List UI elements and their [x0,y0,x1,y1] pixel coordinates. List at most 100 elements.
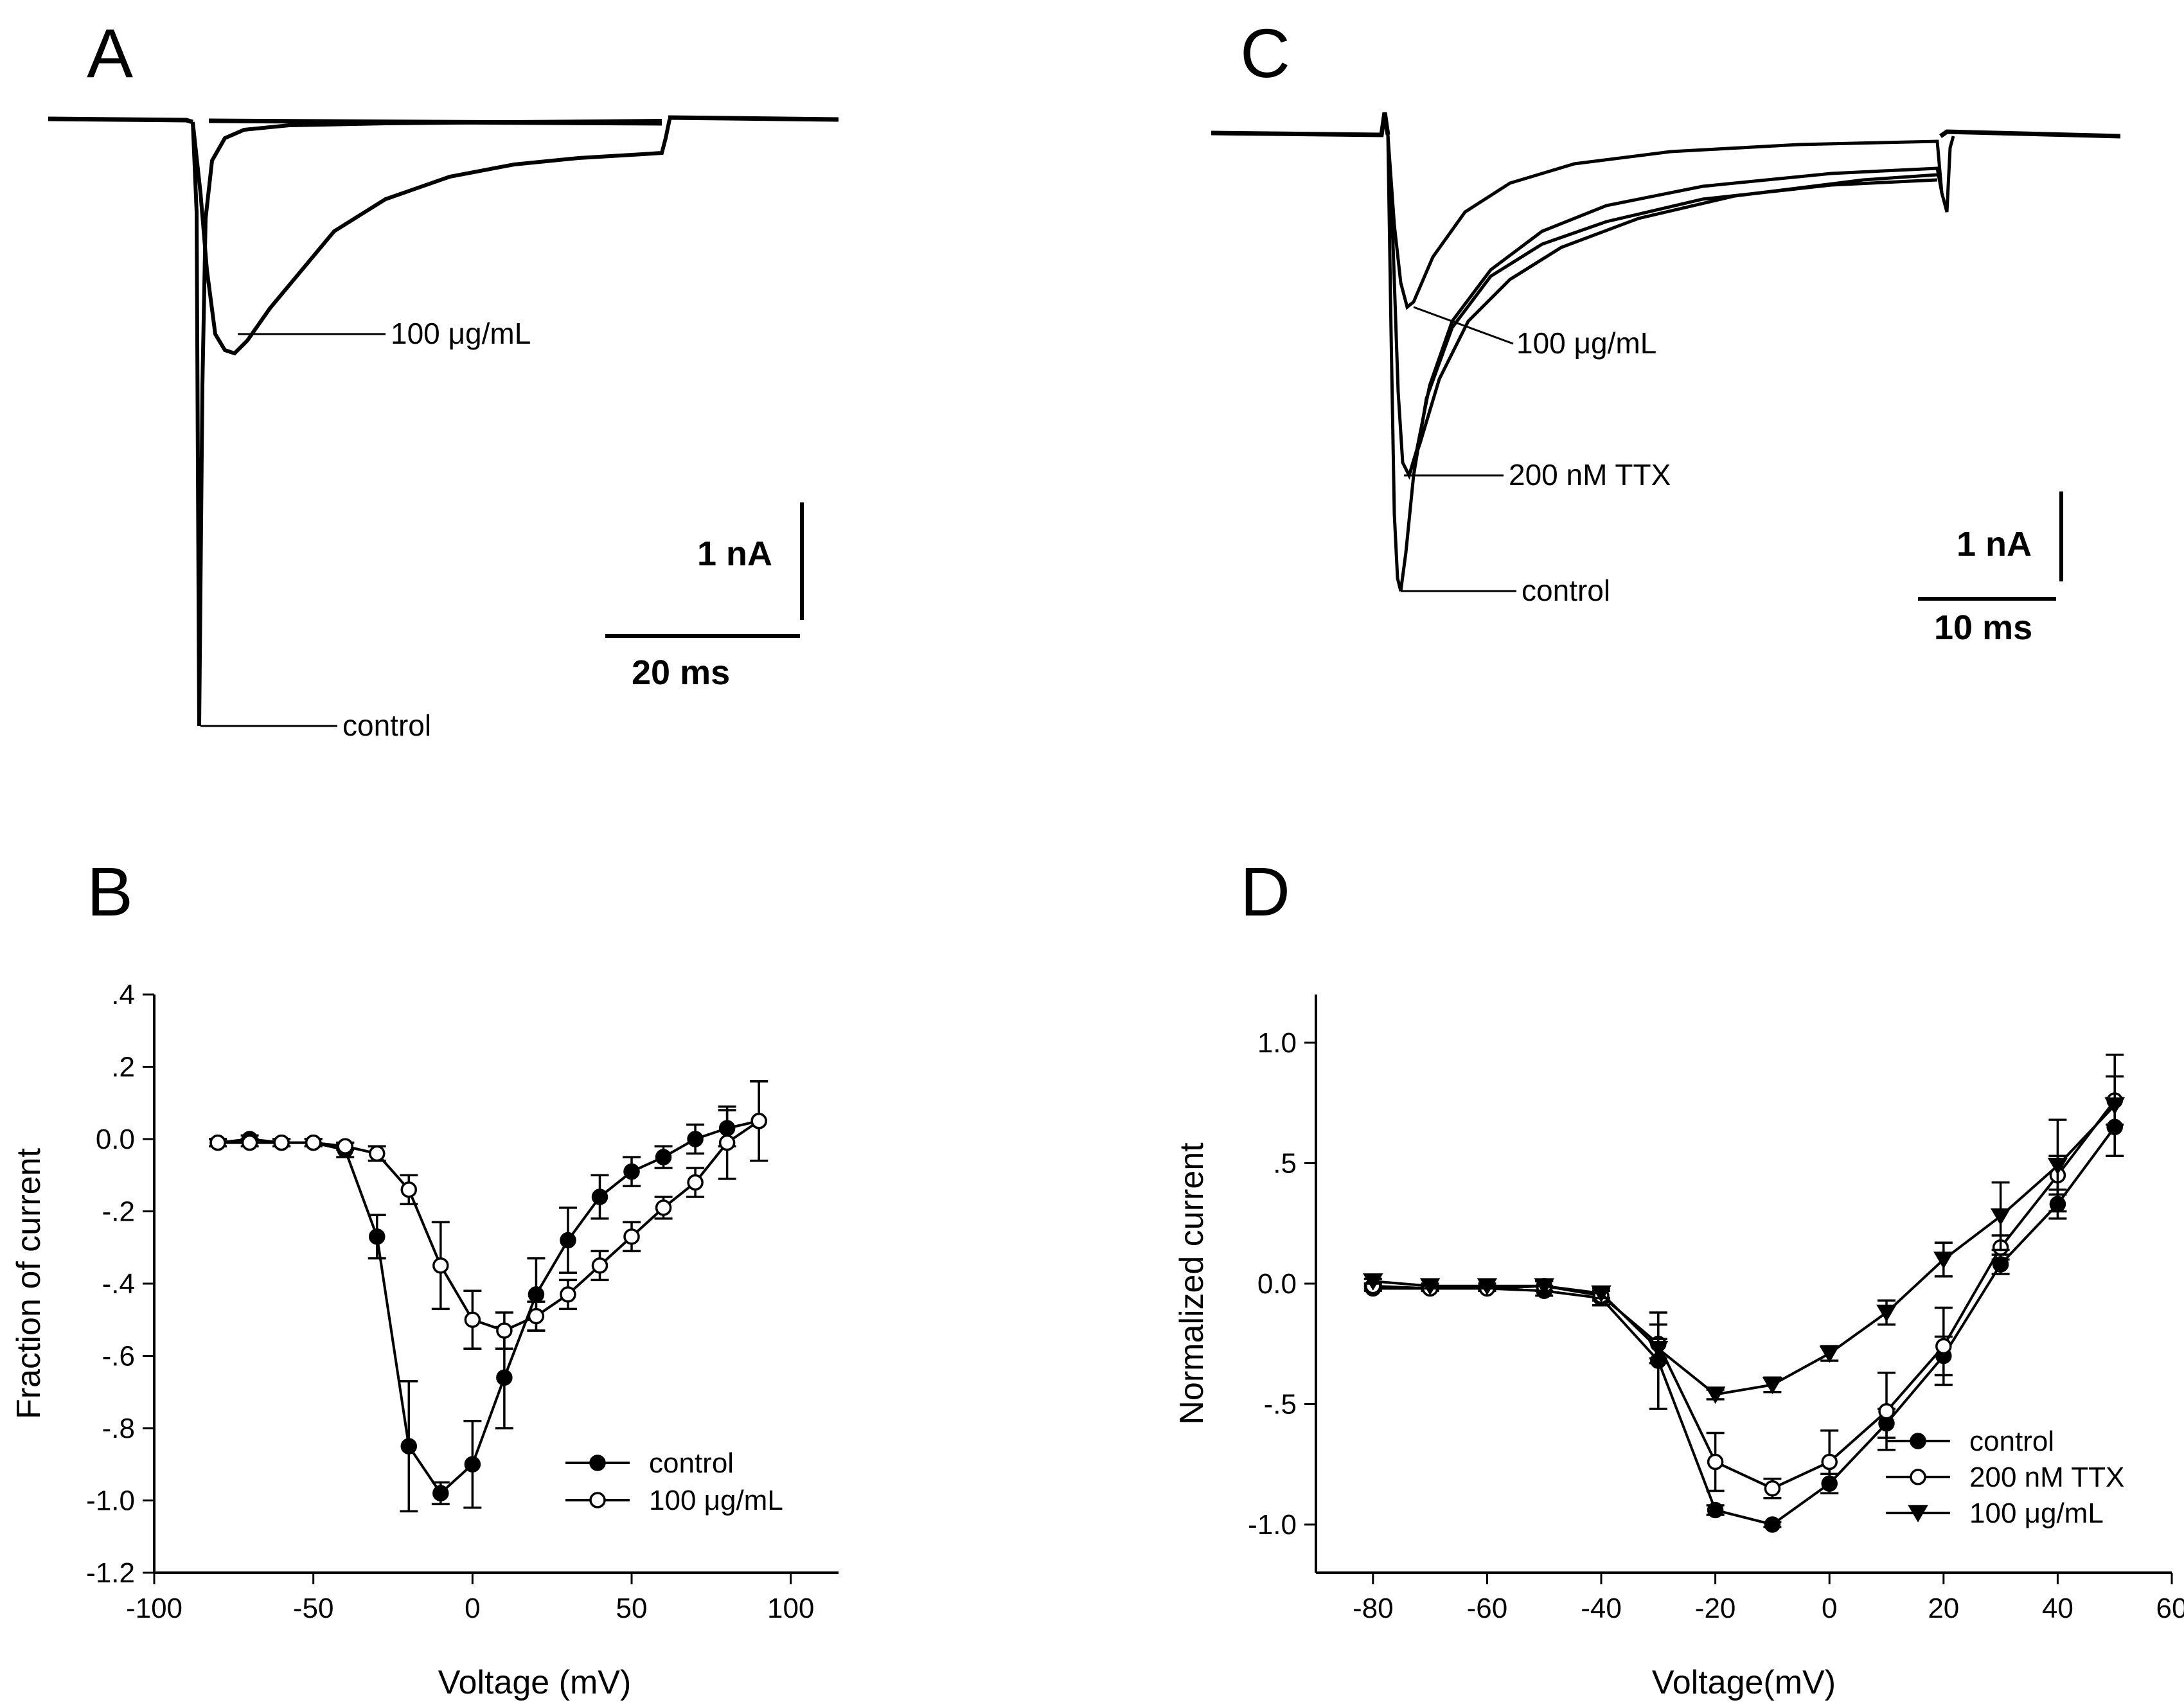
chart-b-xtick-label: -50 [293,1593,334,1624]
trace-label-a-drug: 100 μg/mL [391,317,531,350]
panel-letter-a: A [87,14,133,92]
chart-d-data-point [2047,1158,2068,1175]
chart-d-data-point [1648,1341,1669,1358]
chart-b-xtick-label: -100 [126,1593,182,1624]
trace-label-c-ttx: 200 nM TTX [1509,458,1671,491]
label-line-c-drug [1413,306,1514,345]
chart-d-xlabel: Voltage(mV) [1652,1664,1836,1701]
chart-b-data-point [432,1257,449,1274]
chart-d-legend-label: 200 nM TTX [1969,1462,2124,1493]
chart-b-data-point [687,1131,704,1147]
chart-d-xtick-label: 0 [1822,1593,1837,1624]
chart-b-data-point [432,1485,449,1501]
chart-b-xtick-label: 0 [465,1593,480,1624]
chart-d-data-point [1707,1501,1724,1519]
trace-label-c-control: control [1522,574,1610,607]
chart-d-ytick-label: .5 [1273,1148,1297,1180]
chart-d-data-point [1534,1278,1554,1296]
chart-d-data-point [1707,1453,1724,1471]
chart-d-ytick-label: 0.0 [1257,1268,1297,1300]
chart-d-legend-label: control [1969,1426,2054,1457]
chart-d-series-line [1372,1099,2116,1490]
chart-b-data-point [337,1138,353,1154]
chart-d-data-point [1764,1516,1781,1533]
chart-d-data-point [1363,1273,1383,1291]
chart-b-data-point [496,1369,513,1386]
chart-b-data-point [560,1286,576,1303]
chart-d-data-point [1764,1480,1781,1497]
chart-d-data-point [1878,1403,1895,1420]
chart-b-legend-marker [589,1455,606,1471]
trace-label-c-drug: 100 μg/mL [1516,326,1656,360]
trace-c-control [1386,134,1938,592]
chart-b-data-point [623,1163,640,1180]
chart-b-ytick-label: 0.0 [96,1124,135,1155]
chart-b-ytick-label: -.8 [102,1413,135,1444]
trace-a-drug [191,119,671,356]
trace-c-drug [1386,134,1955,310]
chart-d-ytick-label: -.5 [1264,1389,1297,1420]
chart-d-data-point [1935,1338,1952,1355]
chart-d-data-point [2104,1097,2125,1115]
chart-b-series-1 [209,1080,768,1350]
chart-b-data-point [560,1232,576,1249]
trace-c-baseline [1211,112,2121,139]
chart-d-legend-marker [1910,1469,1926,1485]
scalebar-c-time-label: 10 ms [1934,608,2032,647]
chart-d-xtick-label: 60 [2156,1593,2184,1624]
panel-c-traces: 100 μg/mL 200 nM TTX control 1 nA 10 ms [1211,112,2121,647]
chart-b-data-point [528,1307,545,1325]
panel-letter-d: D [1240,853,1290,930]
scalebar-a-time-label: 20 ms [632,653,730,692]
chart-d-legend-marker [1908,1505,1928,1523]
chart-d-data-point [1876,1304,1897,1322]
chart-d-legend-label: 100 μg/mL [1969,1498,2104,1529]
chart-b-data-point [655,1199,672,1216]
chart-b-ytick-label: -.4 [102,1268,135,1300]
chart-d-data-point [1819,1345,1840,1363]
chart-d-data-point [1762,1377,1783,1395]
chart-b-xlabel: Voltage (mV) [438,1664,632,1701]
chart-b-legend-label: 100 μg/mL [649,1485,783,1516]
chart-b-data-point [368,1145,386,1162]
chart-b-data-point [400,1438,418,1455]
chart-d-series-2 [1363,1054,2125,1404]
chart-b-xtick-label: 100 [767,1593,814,1624]
panel-letter-b: B [87,853,133,930]
chart-d-xtick-label: -20 [1695,1593,1736,1624]
chart-b-data-point [305,1134,322,1151]
chart-b-data-point [687,1174,704,1191]
chart-d-xtick-label: -80 [1353,1593,1394,1624]
chart-b-data-point [209,1134,226,1151]
chart-b-data-point [591,1189,608,1205]
scalebar-a-current-label: 1 nA [697,535,772,573]
chart-b-ytick-label: -.2 [102,1196,135,1228]
panel-letter-c: C [1240,14,1290,92]
chart-d-data-point [1477,1278,1498,1296]
chart-d: -80 -60 -40 -20 0 20 40 60 1.0 .5 0.0 -.5 -1.0 Volta… [1173,995,2184,1701]
chart-b-ylabel: Fraction of current [10,1147,48,1419]
chart-b-data-point [241,1134,258,1151]
chart-b-data-point [496,1322,513,1339]
chart-b: -100 -50 0 50 100 .4 .2 0.0 -.2 -.4 -.6 -.8 -1.0 -1.2… [10,979,839,1701]
chart-b-ytick-label: -1.0 [86,1485,135,1517]
chart-b-data-point [464,1311,481,1328]
chart-b-data-point [273,1134,290,1151]
chart-d-data-point [1419,1278,1441,1296]
chart-b-data-point [591,1257,608,1274]
chart-d-xtick-label: -60 [1467,1593,1508,1624]
chart-d-series-line [1372,1104,2116,1396]
chart-d-data-point [1990,1208,2011,1226]
chart-b-ytick-label: .4 [111,979,135,1011]
trace-a-control [191,119,662,727]
chart-d-ytick-label: 1.0 [1257,1027,1297,1059]
panel-a-traces: 100 μg/mL control 1 nA 20 ms [48,115,839,742]
chart-d-xtick-label: 20 [1928,1593,1959,1624]
chart-b-ytick-label: .2 [111,1052,135,1083]
chart-d-xtick-label: -40 [1581,1593,1622,1624]
chart-b-legend-label: control [649,1447,734,1479]
chart-d-data-point [1821,1453,1838,1471]
chart-b-data-point [528,1286,545,1303]
chart-b-data-point [368,1228,386,1245]
